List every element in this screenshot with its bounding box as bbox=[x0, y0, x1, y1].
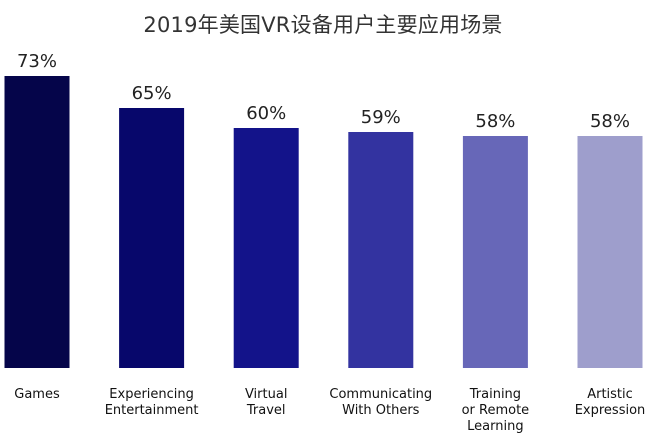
bar-value-label-4: 58% bbox=[475, 111, 515, 132]
bar-value-label-0: 73% bbox=[17, 51, 57, 72]
bar-value-label-3: 59% bbox=[361, 107, 401, 128]
bar-3 bbox=[348, 132, 414, 368]
bar-1 bbox=[119, 108, 185, 368]
category-label-line: Experiencing bbox=[109, 387, 194, 402]
bar-2 bbox=[233, 128, 299, 368]
bar-0 bbox=[4, 76, 70, 368]
bar-5 bbox=[577, 136, 643, 368]
category-label-line: With Others bbox=[342, 403, 420, 418]
category-label-line: Training bbox=[469, 387, 521, 402]
category-label-line: Virtual bbox=[245, 387, 287, 402]
bar-value-label-5: 58% bbox=[590, 111, 630, 132]
bar-value-label-2: 60% bbox=[246, 103, 286, 124]
category-label-line: Artistic bbox=[587, 387, 633, 402]
category-label-line: Expression bbox=[575, 403, 646, 418]
category-label-line: Entertainment bbox=[105, 403, 199, 418]
category-label-line: Learning bbox=[467, 419, 523, 434]
category-label-line: Games bbox=[14, 387, 60, 402]
category-label-line: Communicating bbox=[329, 387, 432, 402]
chart-title: 2019年美国VR设备用户主要应用场景 bbox=[143, 13, 503, 37]
category-label-4: Training or Remote Learning bbox=[462, 387, 530, 434]
category-label-2: Virtual Travel bbox=[245, 387, 287, 418]
category-label-5: Artistic Expression bbox=[575, 387, 646, 418]
category-label-0: Games bbox=[14, 387, 60, 402]
bar-value-label-1: 65% bbox=[132, 83, 172, 104]
bar-4 bbox=[462, 136, 528, 368]
category-label-3: Communicating With Others bbox=[329, 387, 432, 418]
category-label-line: Travel bbox=[246, 403, 286, 418]
category-label-1: Experiencing Entertainment bbox=[105, 387, 199, 418]
category-label-line: or Remote bbox=[462, 403, 530, 418]
